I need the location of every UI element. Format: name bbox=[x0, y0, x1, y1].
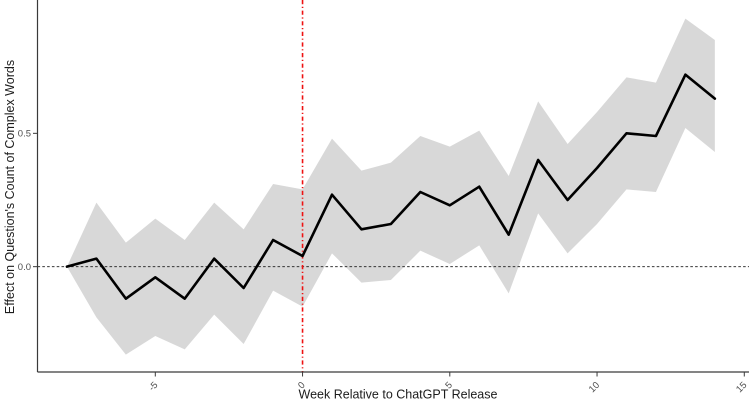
x-tick-label: 0 bbox=[296, 380, 308, 392]
y-tick-label: 0.5 bbox=[18, 129, 31, 140]
y-axis-ticks: 0.0 0.5 bbox=[18, 129, 38, 273]
y-tick-label: 0.0 bbox=[18, 262, 31, 273]
estimate-line bbox=[65, 73, 717, 300]
y-axis-title: Effect on Question's Count of Complex Wo… bbox=[3, 60, 17, 314]
x-tick-label: -5 bbox=[147, 380, 161, 394]
x-tick-label: 15 bbox=[734, 380, 749, 395]
x-tick-label: 10 bbox=[587, 380, 602, 395]
x-axis-title: Week Relative to ChatGPT Release bbox=[299, 388, 498, 402]
x-tick-label: 5 bbox=[443, 380, 455, 392]
confidence-band bbox=[66, 18, 715, 355]
